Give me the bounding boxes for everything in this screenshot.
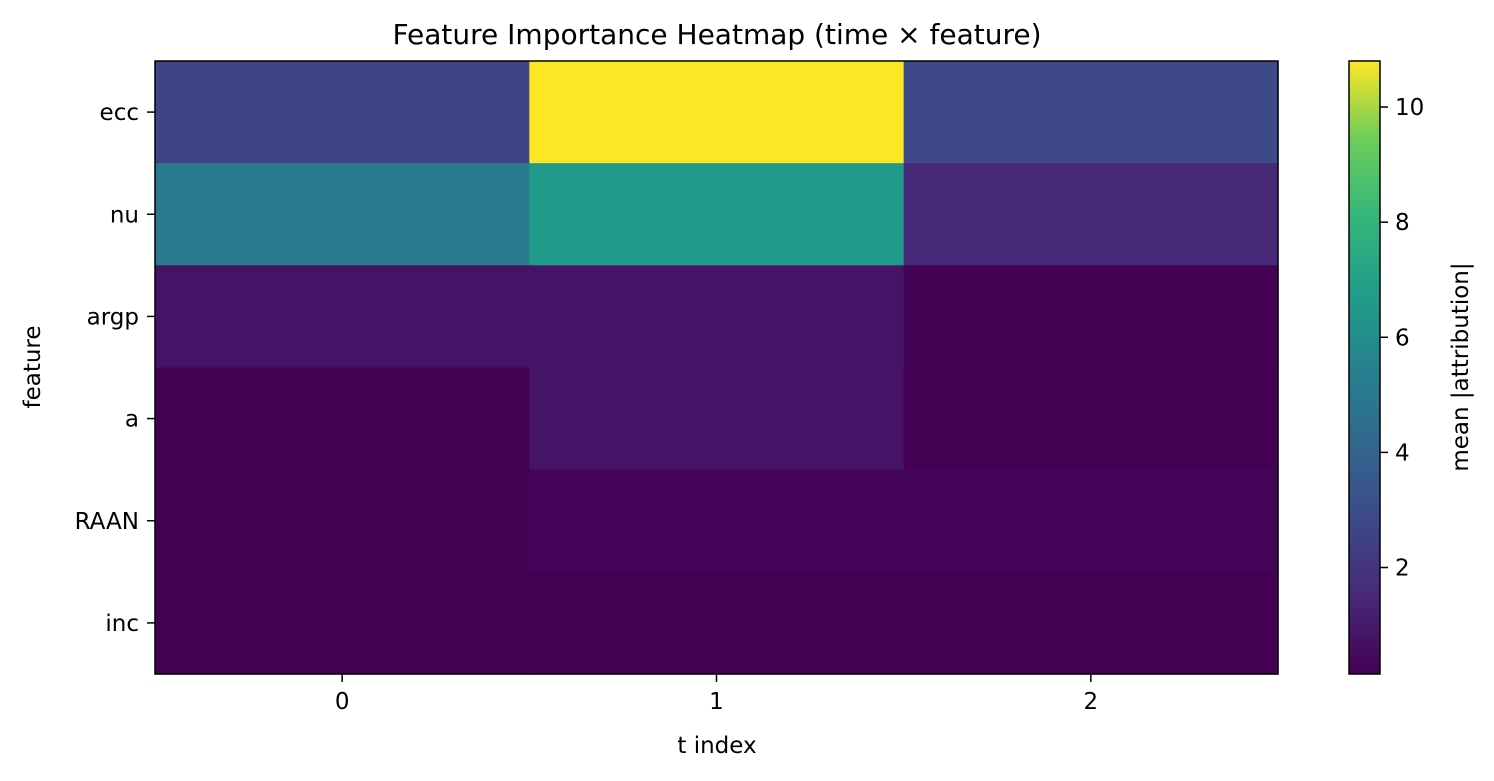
heatmap-cell-ecc-t1 [529, 61, 905, 164]
x-tick-label: 0 [335, 689, 350, 715]
heatmap-cell-inc-t2 [903, 571, 1279, 675]
heatmap-cell-a-t1 [529, 367, 905, 471]
heatmap-cell-a-t0 [155, 367, 530, 471]
heatmap-cell-ecc-t2 [903, 61, 1279, 164]
colorbar-label: mean |attribution| [1448, 262, 1474, 471]
heatmap-cell-RAAN-t1 [529, 469, 905, 573]
heatmap-cell-argp-t2 [903, 265, 1279, 369]
heatmap-cells [155, 61, 1279, 675]
x-axis-ticks: 0 1 2 [335, 674, 1098, 715]
heatmap-cell-inc-t1 [529, 571, 905, 675]
colorbar [1348, 60, 1381, 675]
chart-title: Feature Importance Heatmap (time × featu… [392, 18, 1041, 51]
y-tick-label: argp [87, 304, 139, 330]
colorbar-tick-label: 2 [1395, 556, 1410, 582]
heatmap-cell-argp-t1 [529, 265, 905, 369]
colorbar-tick-label: 8 [1395, 210, 1410, 236]
x-tick-label: 2 [1084, 689, 1099, 715]
colorbar-tick-label: 6 [1395, 325, 1410, 351]
y-tick-label: nu [110, 202, 139, 228]
x-axis-label: t index [677, 733, 756, 759]
heatmap-cell-RAAN-t2 [903, 469, 1279, 573]
colorbar-ticks: 2 4 6 8 10 [1380, 95, 1424, 582]
y-tick-label: ecc [100, 100, 139, 126]
heatmap-cell-nu-t1 [529, 163, 905, 266]
y-axis-label: feature [20, 325, 46, 408]
heatmap-cell-inc-t0 [155, 571, 530, 675]
x-tick-label: 1 [709, 689, 724, 715]
heatmap-cell-argp-t0 [155, 265, 530, 369]
heatmap-cell-RAAN-t0 [155, 469, 530, 573]
y-tick-label: inc [105, 611, 139, 637]
heatmap-cell-nu-t0 [155, 163, 530, 266]
heatmap-cell-a-t2 [903, 367, 1279, 471]
colorbar-tick-label: 10 [1395, 95, 1424, 121]
y-tick-label: RAAN [75, 509, 139, 535]
y-axis-ticks: ecc nu argp a RAAN inc [75, 100, 155, 637]
heatmap-cell-nu-t2 [903, 163, 1279, 266]
y-tick-label: a [125, 407, 139, 433]
heatmap-cell-ecc-t0 [155, 61, 530, 164]
colorbar-tick-label: 4 [1395, 440, 1410, 466]
